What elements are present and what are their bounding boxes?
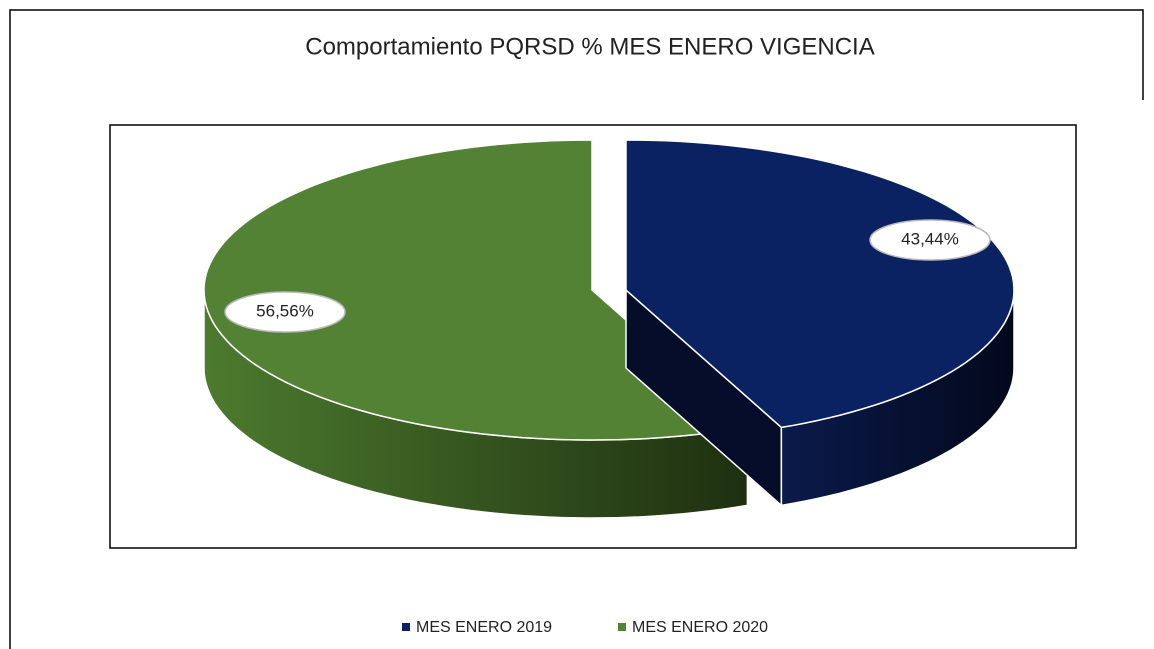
legend: MES ENERO 2019 MES ENERO 2020 — [402, 619, 768, 636]
data-label: 56,56% — [256, 301, 314, 320]
data-label: 43,44% — [901, 229, 959, 248]
outer-frame — [9, 9, 1144, 649]
legend-swatch — [618, 623, 626, 631]
slice — [203, 139, 750, 441]
pie: 43,44% 56,56% — [203, 139, 1015, 519]
chart-title: Comportamiento PQRSD % MES ENERO VIGENCI… — [305, 33, 874, 60]
legend-swatch — [402, 623, 410, 631]
legend-label: MES ENERO 2020 — [632, 619, 768, 636]
legend-label: MES ENERO 2019 — [416, 619, 552, 636]
slice — [625, 139, 1015, 429]
data-label-bg — [869, 219, 991, 261]
data-label-bg — [224, 291, 346, 333]
